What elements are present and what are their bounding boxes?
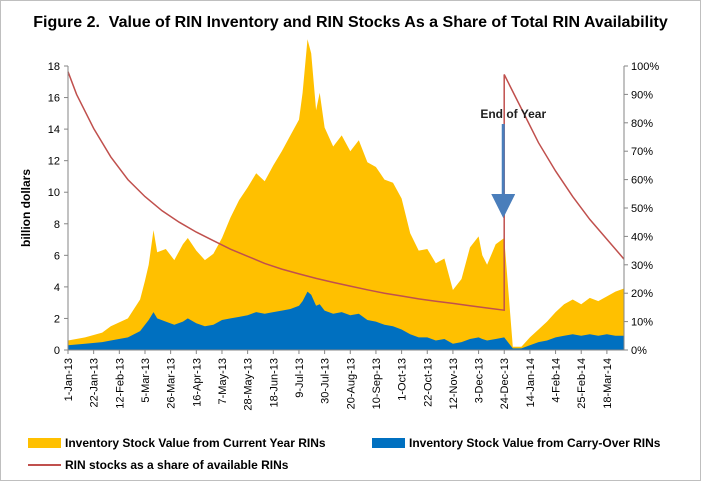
right-tick-label: 70% xyxy=(631,146,653,158)
y-axis-label: billion dollars xyxy=(19,169,33,247)
x-tick-label: 1-Oct-13 xyxy=(397,358,409,401)
right-tick-label: 20% xyxy=(631,288,653,300)
left-tick-label: 0 xyxy=(54,345,60,357)
left-tick-label: 12 xyxy=(48,156,60,168)
x-tick-label: 12-Nov-13 xyxy=(448,358,460,409)
left-tick-label: 4 xyxy=(54,282,60,294)
x-tick-label: 7-May-13 xyxy=(217,358,229,404)
legend-label-current-year: Inventory Stock Value from Current Year … xyxy=(65,436,326,450)
end-of-year-label: End of Year xyxy=(480,107,546,121)
right-tick-label: 30% xyxy=(631,260,653,272)
chart-title: Figure 2. Value of RIN Inventory and RIN… xyxy=(33,14,668,31)
x-tick-label: 20-Aug-13 xyxy=(345,358,357,409)
right-tick-label: 60% xyxy=(631,175,653,187)
area-carry-over-rins xyxy=(68,291,624,350)
area-current-year-rins xyxy=(68,39,624,350)
right-tick-label: 50% xyxy=(631,203,653,215)
left-tick-label: 14 xyxy=(48,124,60,136)
left-tick-label: 18 xyxy=(48,61,60,73)
x-tick-label: 16-Apr-13 xyxy=(191,358,203,407)
x-tick-label: 26-Mar-13 xyxy=(166,358,178,409)
x-tick-label: 28-May-13 xyxy=(243,358,255,411)
x-tick-label: 3-Dec-13 xyxy=(474,358,486,403)
left-tick-label: 2 xyxy=(54,313,60,325)
right-tick-label: 10% xyxy=(631,317,653,329)
x-tick-label: 9-Jul-13 xyxy=(294,358,306,398)
right-tick-label: 40% xyxy=(631,231,653,243)
x-tick-label: 22-Jan-13 xyxy=(89,358,101,408)
x-tick-label: 12-Feb-13 xyxy=(114,358,126,409)
x-ticks: 1-Jan-13 22-Jan-13 12-Feb-13 5-Mar-13 26-Mar… xyxy=(63,350,614,411)
left-tick-label: 16 xyxy=(48,93,60,105)
legend-label-share-line: RIN stocks as a share of available RINs xyxy=(65,458,289,472)
x-tick-label: 18-Mar-14 xyxy=(602,358,614,409)
series-layer xyxy=(67,39,625,350)
legend-swatch-current-year xyxy=(28,438,61,448)
x-tick-label: 18-Jun-13 xyxy=(268,358,280,408)
right-tick-label: 90% xyxy=(631,89,653,101)
right-y-ticks: 0% 10% 20% 30% 40% 50% 60% 70% 80% 90% 100% xyxy=(624,61,659,357)
left-tick-label: 10 xyxy=(48,187,60,199)
left-tick-label: 8 xyxy=(54,219,60,231)
legend: Inventory Stock Value from Current Year … xyxy=(28,436,661,472)
annotation-layer: End of Year xyxy=(480,107,546,218)
legend-label-carry-over: Inventory Stock Value from Carry-Over RI… xyxy=(409,436,661,450)
left-tick-label: 6 xyxy=(54,250,60,262)
x-tick-label: 22-Oct-13 xyxy=(422,358,434,407)
right-tick-label: 100% xyxy=(631,61,659,73)
x-tick-label: 1-Jan-13 xyxy=(63,358,75,401)
x-tick-label: 10-Sep-13 xyxy=(371,358,383,409)
right-tick-label: 80% xyxy=(631,118,653,130)
line-share-of-available-rins xyxy=(67,71,625,312)
x-tick-label: 14-Jan-14 xyxy=(525,358,537,408)
left-y-ticks: 0 2 4 6 8 10 12 14 16 18 xyxy=(48,61,68,357)
x-tick-label: 4-Feb-14 xyxy=(551,358,563,403)
x-tick-label: 5-Mar-13 xyxy=(140,358,152,403)
legend-swatch-carry-over xyxy=(372,438,405,448)
x-tick-label: 25-Feb-14 xyxy=(576,358,588,409)
x-tick-label: 24-Dec-13 xyxy=(499,358,511,409)
x-tick-label: 30-Jul-13 xyxy=(320,358,332,404)
right-tick-label: 0% xyxy=(631,345,647,357)
